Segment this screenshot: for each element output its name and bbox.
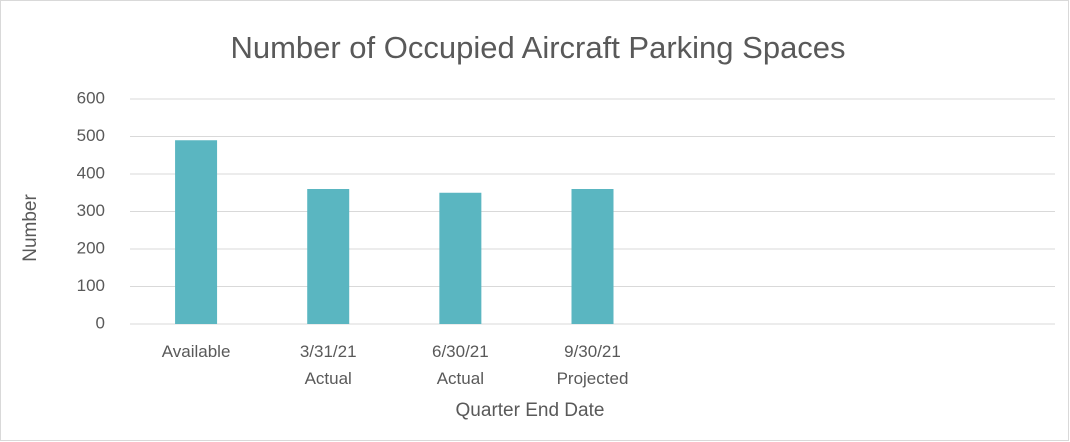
x-tick-label: 6/30/21 Actual — [432, 342, 489, 388]
bar — [571, 189, 614, 324]
y-tick-label: 600 — [77, 88, 105, 107]
y-axis-label: Number — [20, 194, 41, 262]
y-tick-label: 500 — [77, 126, 105, 145]
y-tick-label: 400 — [77, 163, 105, 182]
y-tick-label: 100 — [77, 276, 105, 295]
bar — [439, 192, 482, 324]
x-tick-label: Available — [162, 342, 231, 361]
x-tick-label: 9/30/21 Projected — [557, 342, 629, 388]
chart-title: Number of Occupied Aircraft Parking Spac… — [230, 30, 845, 65]
bar — [175, 140, 218, 324]
x-tick-label: 3/31/21 Actual — [300, 342, 357, 388]
bar — [307, 189, 350, 324]
x-axis-label: Quarter End Date — [456, 400, 605, 421]
y-tick-label: 300 — [77, 201, 105, 220]
y-tick-label: 200 — [77, 238, 105, 257]
y-tick-label: 0 — [96, 313, 105, 332]
